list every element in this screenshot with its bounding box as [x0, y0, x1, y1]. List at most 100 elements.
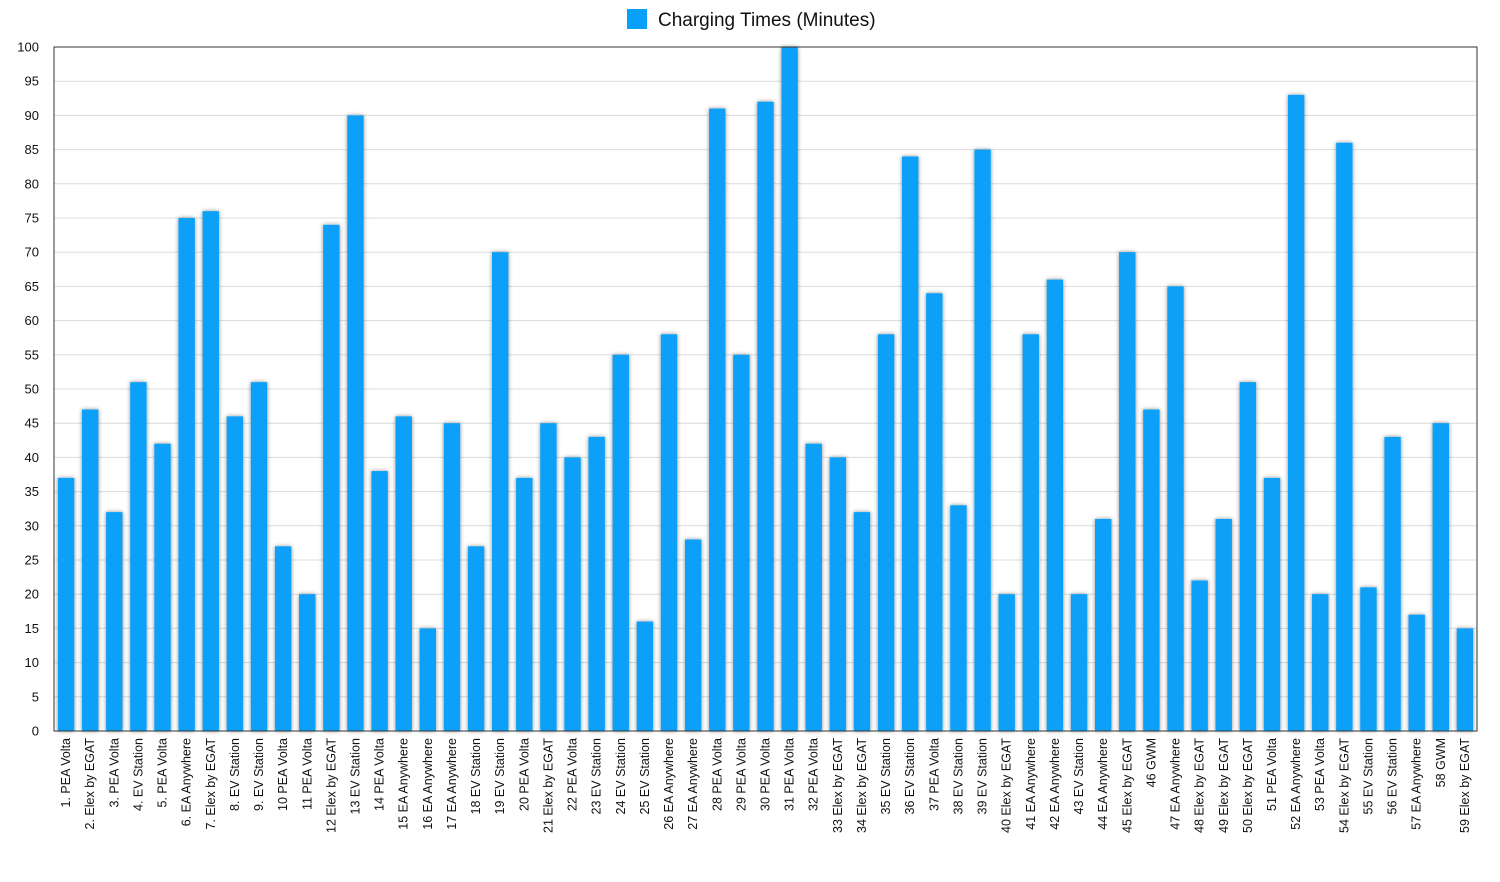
- y-tick-label: 5: [32, 689, 39, 704]
- bar: [1336, 142, 1353, 731]
- y-tick-label: 60: [25, 313, 39, 328]
- x-tick-label: 25 EV Station: [638, 738, 652, 814]
- y-tick-label: 95: [25, 74, 39, 89]
- bar: [781, 47, 798, 731]
- bar: [1263, 477, 1281, 731]
- bar: [419, 628, 437, 731]
- bar: [588, 436, 605, 731]
- y-tick-label: 30: [25, 518, 39, 533]
- x-tick-label: 50 Elex by EGAT: [1241, 738, 1255, 833]
- bar: [178, 218, 195, 731]
- x-tick-label: 24 EV Station: [614, 738, 628, 814]
- bar: [709, 108, 726, 731]
- bar: [998, 594, 1015, 731]
- x-tick-label: 33 Elex by EGAT: [831, 738, 845, 833]
- bar: [226, 416, 244, 731]
- x-tick-label: 49 Elex by EGAT: [1217, 738, 1231, 833]
- bar: [443, 423, 461, 731]
- y-tick-label: 15: [25, 621, 39, 636]
- bar: [757, 101, 774, 732]
- y-tick-label: 10: [25, 655, 39, 670]
- x-tick-label: 16 EA Anywhere: [421, 738, 435, 830]
- x-tick-label: 26 EA Anywhere: [662, 738, 676, 830]
- bar: [1046, 279, 1064, 731]
- x-tick-label: 54 Elex by EGAT: [1337, 738, 1351, 833]
- bar: [106, 512, 123, 731]
- y-tick-label: 20: [25, 587, 39, 602]
- x-tick-label: 7. Elex by EGAT: [204, 738, 218, 830]
- bar: [684, 539, 702, 731]
- y-tick-label: 85: [25, 142, 39, 157]
- bar: [154, 443, 171, 731]
- y-tick-label: 70: [25, 245, 39, 260]
- bar: [805, 443, 822, 731]
- y-tick-label: 55: [25, 347, 39, 362]
- x-tick-label: 29 PEA Volta: [734, 738, 748, 811]
- bar: [1287, 94, 1305, 731]
- x-tick-label: 19 EV Station: [493, 738, 507, 814]
- bar: [1384, 436, 1401, 731]
- bar: [1094, 518, 1112, 731]
- bar: [347, 115, 364, 731]
- x-axis: 1. PEA Volta 2. Elex by EGAT 3. PEA Volta 4…: [59, 738, 1472, 833]
- y-tick-label: 65: [25, 279, 39, 294]
- y-tick-label: 45: [25, 416, 39, 431]
- x-tick-label: 11 PEA Volta: [300, 738, 314, 810]
- bar: [829, 457, 847, 731]
- legend-swatch: [627, 9, 647, 29]
- x-tick-label: 30 PEA Volta: [759, 738, 773, 811]
- x-tick-label: 18 EV Station: [469, 738, 483, 814]
- x-tick-label: 23 EV Station: [590, 738, 604, 814]
- bar: [274, 546, 292, 731]
- x-tick-label: 32 PEA Volta: [807, 738, 821, 811]
- x-tick-label: 4. EV Station: [131, 738, 145, 811]
- bar: [1432, 423, 1450, 731]
- bar: [853, 512, 871, 731]
- bar: [636, 621, 654, 731]
- bar: [395, 416, 412, 731]
- x-tick-label: 46 GWM: [1144, 738, 1158, 787]
- x-tick-label: 1. PEA Volta: [59, 738, 73, 808]
- y-tick-label: 75: [25, 211, 39, 226]
- bar: [1022, 334, 1039, 731]
- x-tick-label: 12 Elex by EGAT: [324, 738, 338, 833]
- y-tick-label: 100: [17, 40, 39, 55]
- x-tick-label: 37 PEA Volta: [927, 738, 941, 811]
- bar: [1360, 587, 1377, 731]
- bar: [877, 334, 895, 731]
- bar: [1191, 580, 1208, 731]
- x-tick-label: 47 EA Anywhere: [1169, 738, 1183, 830]
- bar: [130, 382, 147, 731]
- x-tick-label: 59 Elex by EGAT: [1458, 738, 1472, 833]
- bar: [1456, 628, 1474, 731]
- bar: [467, 546, 485, 731]
- x-tick-label: 14 PEA Volta: [373, 738, 387, 811]
- plot-frame: [53, 46, 1478, 732]
- bar: [371, 471, 388, 731]
- bar: [974, 149, 991, 732]
- x-tick-label: 52 EA Anywhere: [1289, 738, 1303, 830]
- x-tick-label: 38 EV Station: [951, 738, 965, 814]
- y-tick-label: 50: [25, 382, 39, 397]
- bar: [1215, 518, 1232, 731]
- bar: [57, 477, 75, 731]
- x-tick-label: 15 EA Anywhere: [397, 738, 411, 830]
- bar: [81, 409, 99, 731]
- x-tick-label: 34 Elex by EGAT: [855, 738, 869, 833]
- x-tick-label: 13 EV Station: [348, 738, 362, 814]
- x-tick-label: 41 EA Anywhere: [1024, 738, 1038, 830]
- y-tick-label: 90: [25, 108, 39, 123]
- bar: [950, 505, 967, 731]
- x-tick-label: 10 PEA Volta: [276, 738, 290, 811]
- bar: [250, 382, 268, 731]
- bar: [733, 354, 750, 731]
- x-tick-label: 31 PEA Volta: [783, 738, 797, 811]
- x-tick-label: 48 Elex by EGAT: [1193, 738, 1207, 833]
- x-tick-label: 56 EV Station: [1386, 738, 1400, 814]
- bar: [926, 293, 943, 731]
- bar: [612, 354, 629, 731]
- x-tick-label: 17 EA Anywhere: [445, 738, 459, 830]
- bar: [1167, 286, 1184, 731]
- x-tick-label: 5. PEA Volta: [156, 738, 170, 808]
